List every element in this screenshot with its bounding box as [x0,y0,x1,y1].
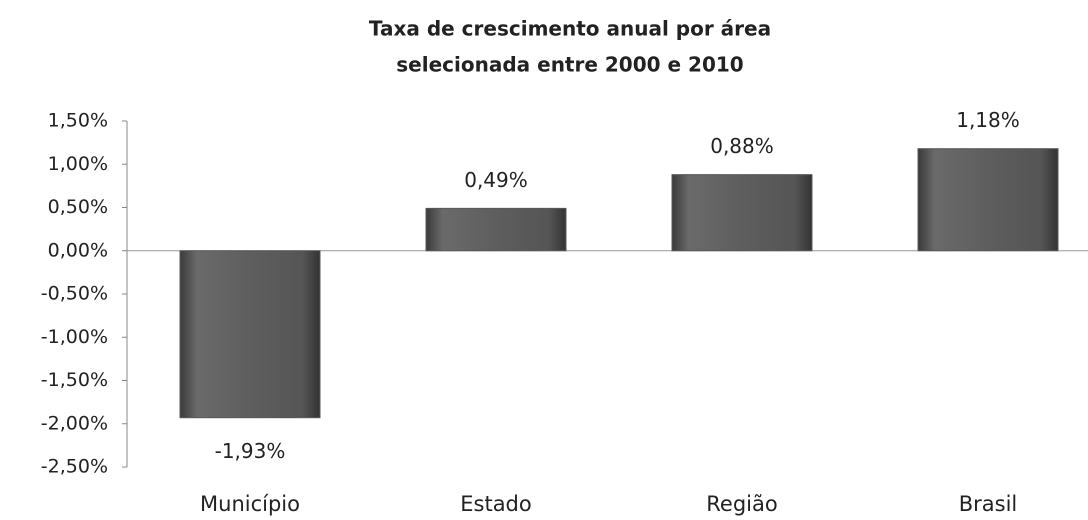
x-tick-label: Região [706,492,777,516]
bar [425,207,567,252]
x-tick-label: Município [200,492,300,516]
chart-title: Taxa de crescimento anual por área [369,17,771,41]
bar [671,174,813,252]
x-tick-label: Brasil [959,492,1018,516]
y-tick-label: 0,00% [48,239,108,261]
y-tick-label: 1,00% [48,153,108,175]
bar [917,148,1059,252]
data-label: 0,49% [464,168,528,192]
y-tick-label: -2,50% [41,456,108,478]
y-tick-label: 1,50% [48,110,108,132]
chart-title: selecionada entre 2000 e 2010 [396,53,743,77]
data-label: 1,18% [956,108,1020,132]
data-label: 0,88% [710,134,774,158]
y-tick-label: -2,00% [41,412,108,434]
y-tick-label: -0,50% [41,283,108,305]
y-tick-label: -1,00% [41,326,108,348]
data-label: -1,93% [215,439,286,463]
x-tick-label: Estado [460,492,532,516]
bar [179,250,321,419]
y-tick-label: 0,50% [48,196,108,218]
y-tick-label: -1,50% [41,369,108,391]
